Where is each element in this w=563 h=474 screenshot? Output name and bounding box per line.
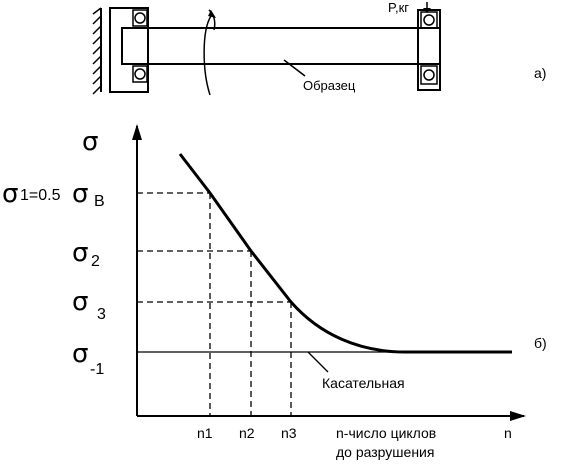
svg-text:2: 2 — [91, 253, 100, 270]
sigma3-label: σ 3 — [72, 287, 106, 323]
x-tick-n3: n3 — [281, 425, 297, 441]
tangent-leader-line — [307, 351, 329, 373]
sigma1-label: σ 1=0.5 σ В — [2, 179, 105, 210]
fatigue-curve — [178, 153, 512, 354]
panel-b-label: б) — [534, 335, 547, 351]
rotation-arrow-icon — [203, 9, 216, 96]
left-bearing — [109, 7, 149, 93]
svg-text:В: В — [94, 193, 105, 210]
panel-a-label: а) — [534, 65, 546, 81]
x-axis-label-line1: n-число циклов — [336, 425, 436, 441]
svg-text:σ: σ — [72, 179, 88, 209]
guide-lines — [137, 192, 292, 416]
x-tick-n2: n2 — [239, 425, 255, 441]
svg-text:1=0.5: 1=0.5 — [20, 187, 61, 204]
specimen-label: Образец — [303, 78, 356, 93]
specimen-leader-line — [283, 59, 306, 77]
specimen-shaft — [121, 27, 441, 65]
svg-text:-1: -1 — [90, 361, 104, 378]
load-arrow-icon — [423, 2, 431, 13]
load-label: P,кг — [388, 0, 409, 15]
svg-text:3: 3 — [97, 306, 106, 323]
svg-text:σ: σ — [2, 179, 18, 209]
y-axis-symbol: σ — [82, 127, 98, 157]
svg-text:σ: σ — [72, 339, 88, 369]
svg-text:σ: σ — [72, 287, 88, 317]
tangent-label: Касательная — [322, 375, 405, 391]
svg-text:σ: σ — [72, 238, 88, 268]
x-tick-n1: n1 — [197, 425, 213, 441]
specimen-test-rig: P,кг Образец а) — [92, 0, 546, 96]
fatigue-graph: σ σ 1=0.5 σ В σ 2 σ 3 σ -1 n1 n2 n3 n-чи… — [2, 124, 547, 460]
sigma2-label: σ 2 — [72, 238, 100, 270]
x-axis — [137, 411, 526, 421]
x-axis-label-line2: до разрушения — [336, 444, 434, 460]
sigma-minus1-label: σ -1 — [72, 339, 104, 378]
right-bearing — [417, 9, 441, 91]
wall-support — [92, 7, 102, 95]
x-axis-symbol: n — [504, 425, 512, 441]
y-axis — [132, 124, 142, 416]
